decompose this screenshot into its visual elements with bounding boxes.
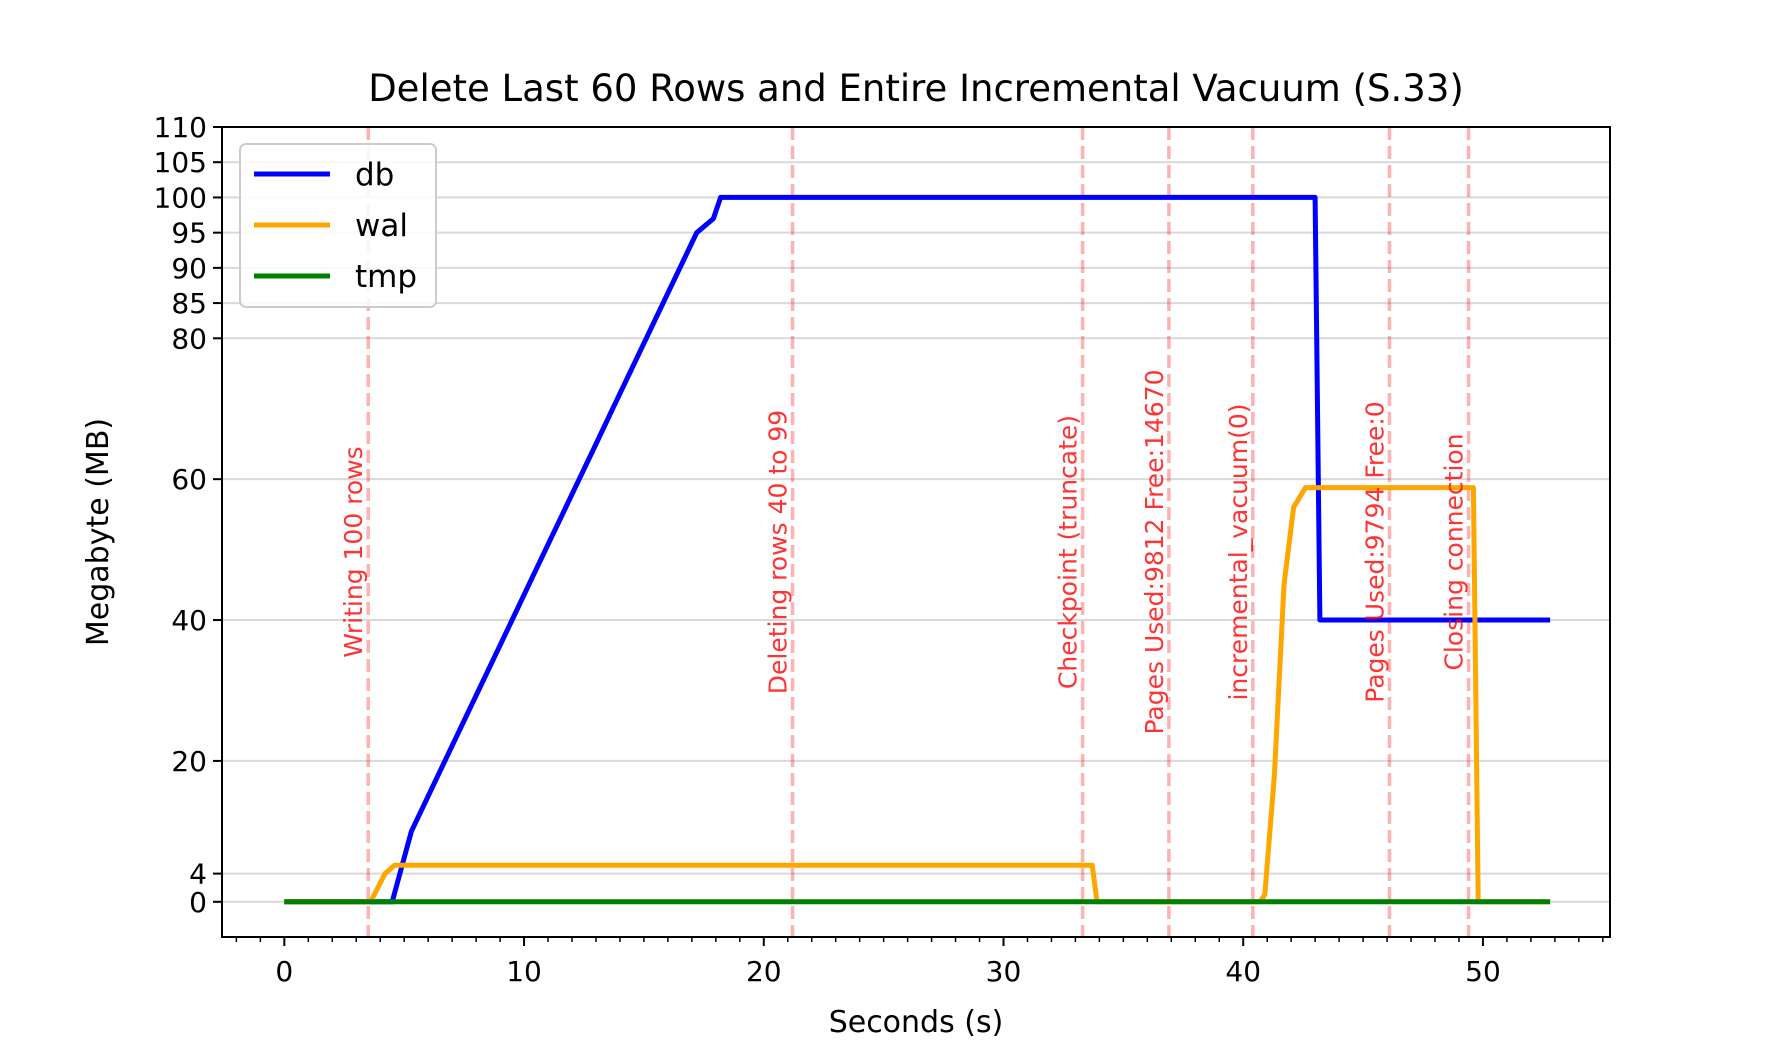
annotation-label: incremental_vacuum(0) [1224, 403, 1253, 700]
legend-box [239, 143, 437, 308]
y-tick-label: 0 [189, 886, 207, 919]
annotation-label: Writing 100 rows [339, 446, 368, 657]
x-tick-label: 40 [1225, 955, 1261, 988]
annotation-label: Closing connection [1440, 433, 1469, 670]
chart-title: Delete Last 60 Rows and Entire Increment… [368, 67, 1464, 110]
y-tick-label: 60 [171, 463, 207, 496]
series-lines [284, 194, 1551, 905]
annotation-label: Checkpoint (truncate) [1054, 415, 1083, 689]
legend-label-wal: wal [355, 208, 408, 244]
x-tick-label: 30 [986, 955, 1022, 988]
y-tick-label: 4 [189, 858, 207, 891]
x-axis-label: Seconds (s) [829, 1005, 1004, 1040]
annotation-label: Pages Used:9812 Free:14670 [1140, 369, 1169, 734]
x-tick-label: 50 [1465, 955, 1501, 988]
x-tick-label: 10 [506, 955, 542, 988]
y-tick-label: 20 [171, 745, 207, 778]
y-tick-label: 80 [171, 322, 207, 355]
y-axis-label: Megabyte (MB) [81, 418, 116, 646]
y-tick-label: 105 [154, 146, 207, 179]
legend-label-db: db [355, 157, 394, 193]
annotation-lines [366, 127, 1471, 937]
y-tick-label: 100 [154, 181, 207, 214]
y-tick-label: 40 [171, 604, 207, 637]
x-tick-label: 0 [275, 955, 293, 988]
annotation-label: Pages Used:9794 Free:0 [1360, 401, 1389, 702]
annotation-label: Deleting rows 40 to 99 [764, 410, 793, 694]
y-tick-label: 110 [154, 111, 207, 144]
legend-label-tmp: tmp [355, 259, 417, 295]
y-tick-label: 95 [171, 217, 207, 250]
y-tick-label: 90 [171, 252, 207, 285]
legend: db wal tmp [239, 143, 437, 308]
series-line-db [284, 194, 1551, 905]
x-tick-label: 20 [746, 955, 782, 988]
annotation-labels: Writing 100 rows Deleting rows 40 to 99 Ch… [339, 369, 1468, 734]
y-tick-label: 85 [171, 287, 207, 320]
series-line-wal [284, 485, 1551, 905]
plot-frame [221, 126, 1611, 938]
